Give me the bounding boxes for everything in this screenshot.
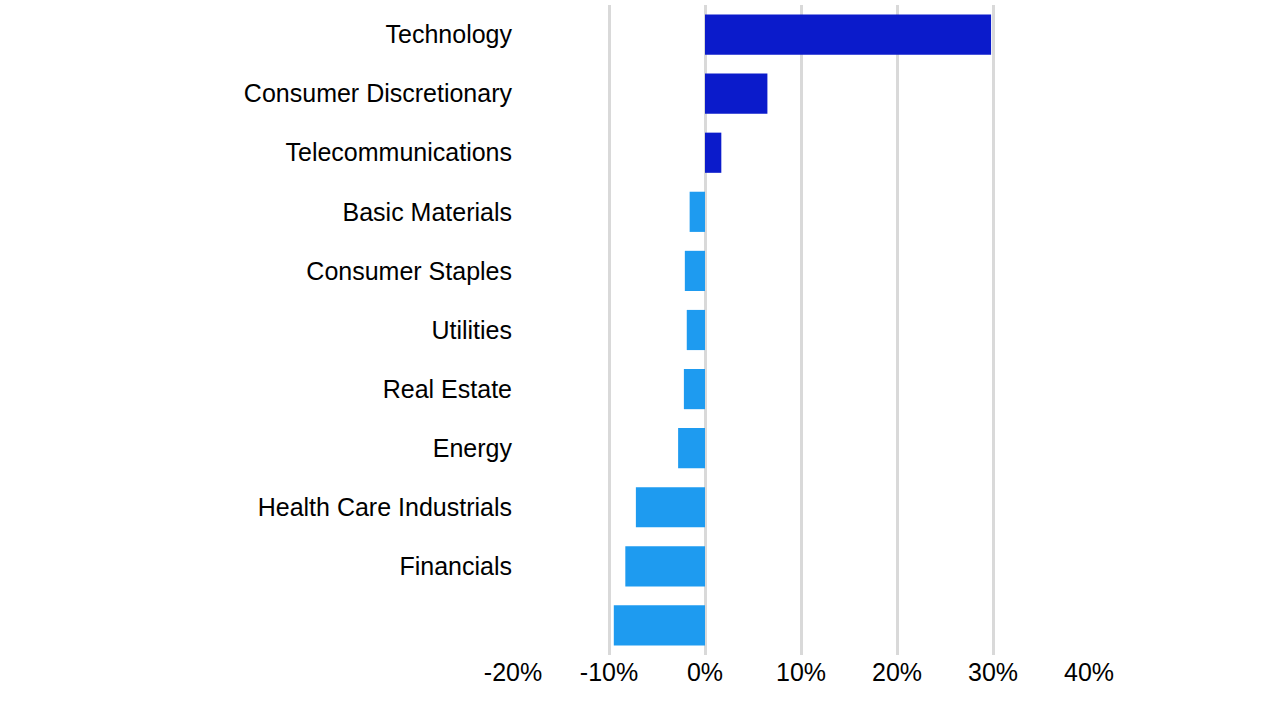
svg-text:Telecommunications: Telecommunications	[286, 138, 513, 166]
svg-text:0%: 0%	[687, 658, 723, 686]
svg-text:-20%: -20%	[484, 658, 542, 686]
svg-text:Technology: Technology	[386, 20, 513, 48]
svg-text:Utilities: Utilities	[431, 316, 512, 344]
svg-text:-10%: -10%	[580, 658, 638, 686]
svg-text:Real Estate: Real Estate	[383, 375, 512, 403]
svg-text:20%: 20%	[872, 658, 922, 686]
svg-text:Consumer Discretionary: Consumer Discretionary	[244, 79, 513, 107]
svg-text:Consumer Staples: Consumer Staples	[306, 257, 512, 285]
svg-text:Basic Materials: Basic Materials	[343, 198, 513, 226]
svg-text:Financials: Financials	[399, 552, 512, 580]
svg-text:30%: 30%	[968, 658, 1018, 686]
svg-text:Health Care Industrials: Health Care Industrials	[258, 493, 512, 521]
svg-text:40%: 40%	[1064, 658, 1114, 686]
svg-text:10%: 10%	[776, 658, 826, 686]
svg-text:Energy: Energy	[433, 434, 513, 462]
